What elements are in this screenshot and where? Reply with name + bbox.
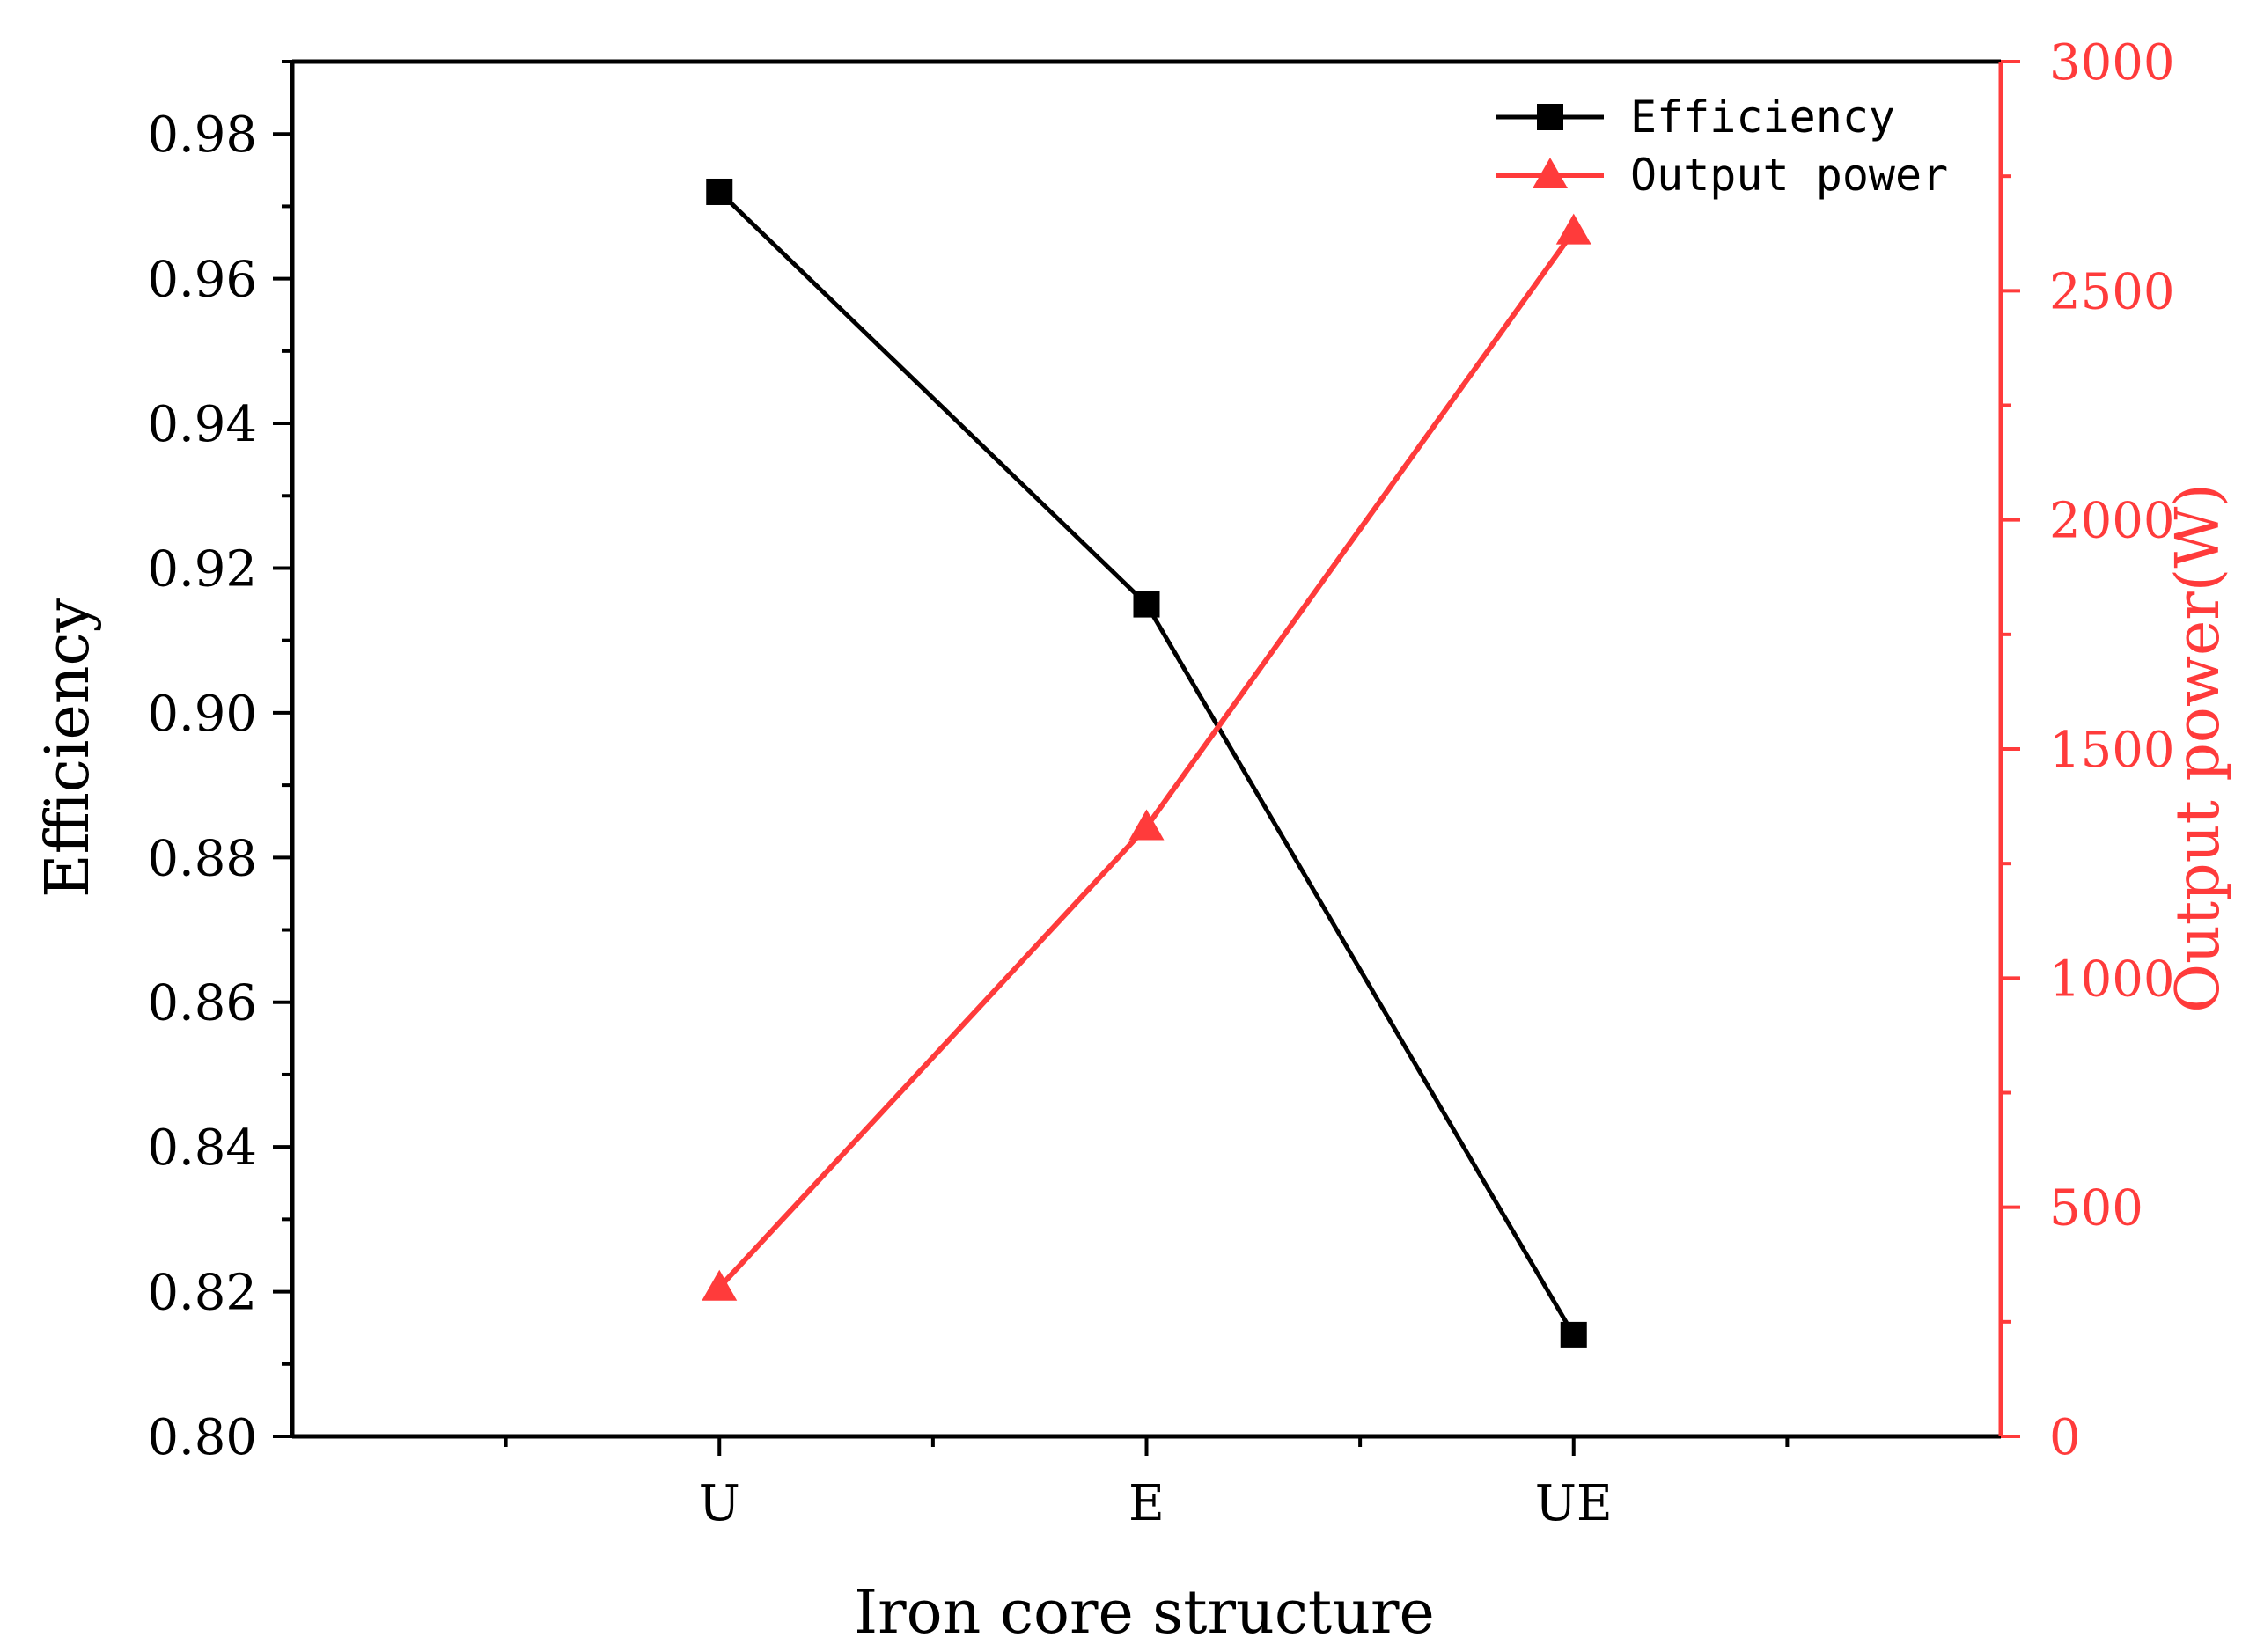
axes: 0.80 0.82 0.84 0.86 0.88 0.90 0.92 0.94 0.96 0.98… <box>147 34 2174 1532</box>
right-y-tick-label: 2500 <box>2049 263 2175 320</box>
x-axis-title: Iron core structure <box>854 1578 1435 1648</box>
left-y-tick-label: 0.98 <box>147 106 257 164</box>
left-y-tick-label: 0.94 <box>147 396 257 453</box>
right-y-tick-label: 2000 <box>2049 493 2175 550</box>
x-tick-label: E <box>1128 1475 1165 1532</box>
left-y-tick-label: 0.96 <box>147 252 257 309</box>
output-power-point <box>1128 809 1165 841</box>
left-y-tick-label: 0.92 <box>147 540 257 598</box>
series <box>702 178 1591 1348</box>
legend-output-power-marker <box>1533 158 1568 188</box>
left-y-tick-label: 0.90 <box>147 686 257 743</box>
efficiency-line <box>717 190 1576 1337</box>
efficiency-point <box>1560 1321 1587 1348</box>
output-power-point <box>702 1269 738 1301</box>
right-y-tick-label: 500 <box>2049 1180 2143 1237</box>
left-y-tick-label: 0.86 <box>147 975 257 1032</box>
left-y-tick-label: 0.88 <box>147 830 257 887</box>
left-y-tick-label: 0.82 <box>147 1265 257 1322</box>
output-power-line <box>717 229 1577 1289</box>
legend-efficiency-label: Efficiency <box>1630 92 1895 143</box>
left-y-tick-label: 0.80 <box>147 1409 257 1466</box>
legend-output-power-label: Output power <box>1630 150 1948 201</box>
right-y-axis-title: Output power(W) <box>2164 483 2233 1013</box>
efficiency-point <box>706 178 733 205</box>
right-y-tick-label: 0 <box>2049 1409 2081 1466</box>
right-y-tick-label: 1500 <box>2049 722 2175 779</box>
right-y-tick-label: 1000 <box>2049 951 2175 1008</box>
x-tick-label: UE <box>1535 1475 1613 1532</box>
legend: Efficiency Output power <box>1496 92 1948 201</box>
legend-efficiency-marker <box>1537 104 1563 130</box>
x-tick-label: U <box>699 1475 740 1532</box>
efficiency-point <box>1133 591 1160 618</box>
left-y-tick-label: 0.84 <box>147 1120 257 1177</box>
right-y-tick-label: 3000 <box>2049 34 2175 92</box>
output-power-point <box>1555 213 1591 245</box>
y-axis-title: Efficiency <box>33 598 103 898</box>
